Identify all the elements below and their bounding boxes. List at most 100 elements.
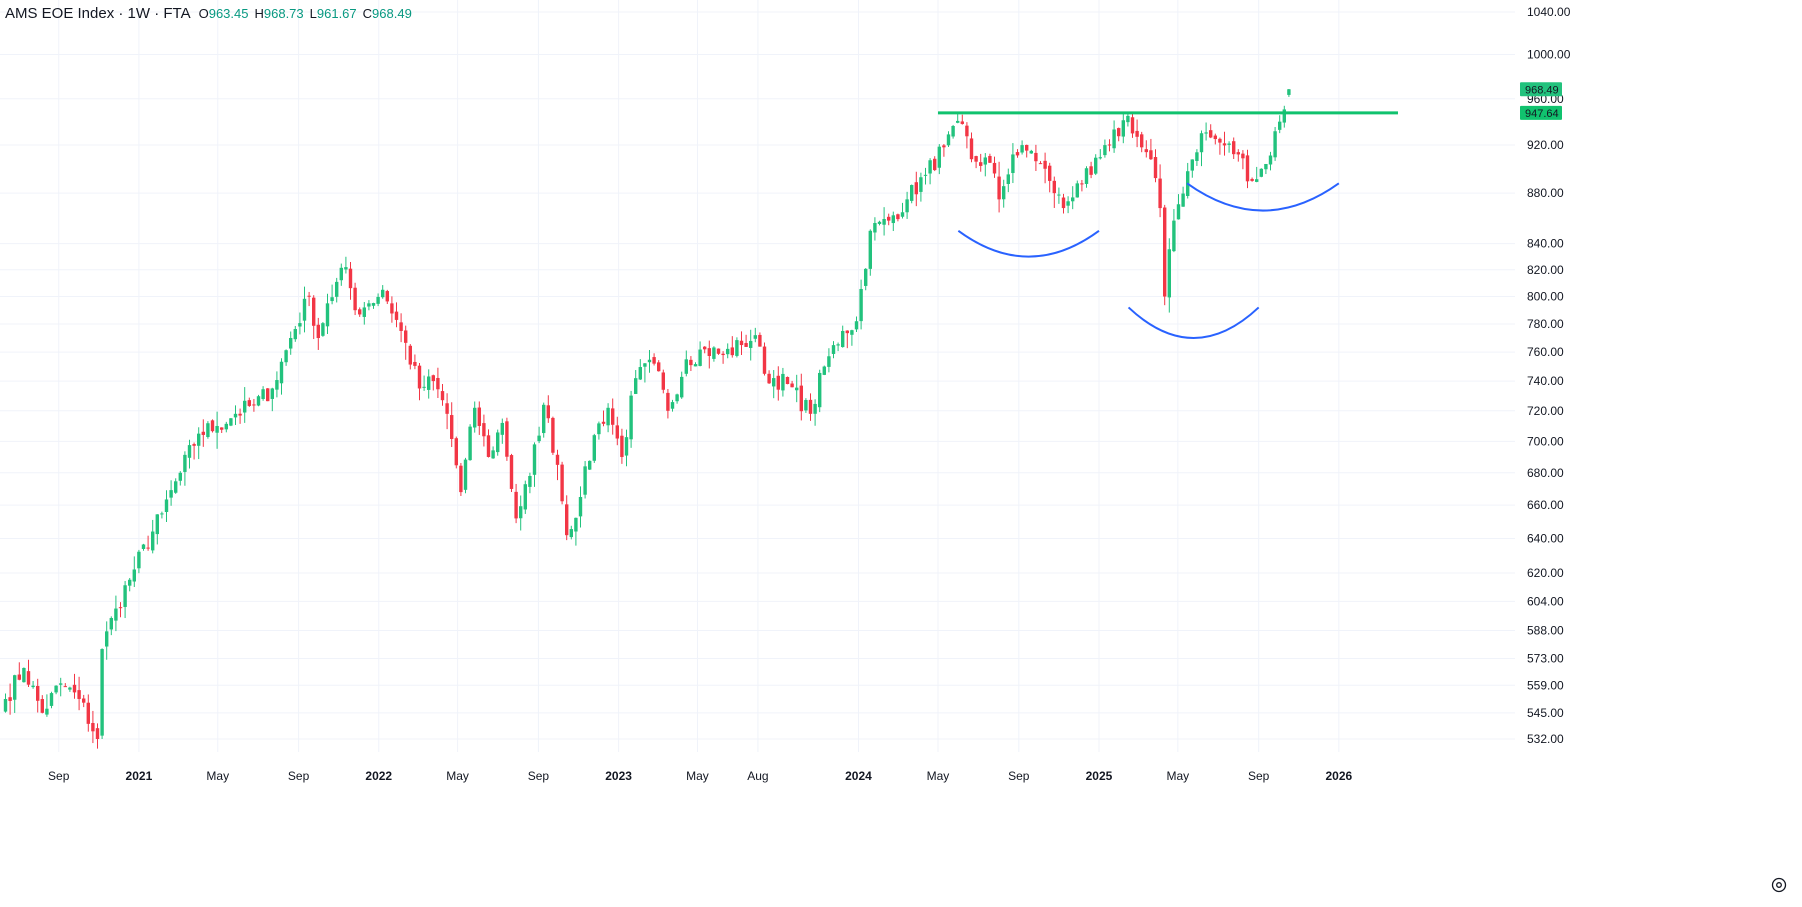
candle [390, 296, 394, 323]
candle [611, 398, 615, 435]
candle-body [703, 346, 707, 350]
candle-body [1135, 130, 1139, 137]
candle-body [762, 346, 767, 374]
candle-body [164, 499, 169, 513]
candle-body [358, 309, 362, 315]
y-tick-label: 545.00 [1527, 706, 1564, 720]
candle [1227, 141, 1231, 153]
candle-body [348, 268, 353, 289]
price-axis[interactable]: 1040.001000.00960.00920.00880.00840.0082… [1527, 5, 1571, 746]
candle-body [59, 683, 63, 685]
candle-body [321, 323, 325, 336]
candle [1011, 143, 1015, 184]
candle [652, 353, 656, 366]
candle [413, 354, 417, 370]
price-badge: 968.49 [1520, 82, 1562, 97]
price-badge: 947.64 [1520, 105, 1562, 120]
candle-body [206, 423, 210, 437]
x-tick-label: 2026 [1325, 769, 1352, 783]
candle-body [1075, 183, 1079, 198]
candle [17, 662, 21, 681]
candle-body [675, 394, 679, 402]
candle [1084, 166, 1089, 188]
candle [1025, 144, 1029, 158]
candle-body [698, 349, 702, 366]
candle-body [749, 340, 753, 348]
candle-body [68, 687, 72, 690]
candle [164, 490, 169, 523]
candle [767, 370, 771, 384]
candle-body [910, 185, 914, 201]
arc-3 [1186, 182, 1340, 212]
candle-body [859, 288, 863, 322]
candle-body [666, 392, 670, 411]
candle [155, 514, 159, 545]
candle-body [1130, 117, 1135, 134]
candle-body [1268, 155, 1273, 165]
candle-body [63, 686, 67, 688]
candle [551, 416, 555, 455]
candle-body [233, 413, 238, 418]
candle-body [606, 407, 610, 426]
candle-body [238, 413, 242, 416]
candle-body [877, 221, 882, 224]
candle [592, 433, 596, 463]
candle [348, 262, 353, 300]
candle-body [266, 388, 270, 402]
candle-body [831, 345, 836, 354]
x-tick-label: 2025 [1086, 769, 1113, 783]
candle-body [1149, 150, 1153, 160]
candle [1209, 124, 1213, 139]
candle-body [1236, 152, 1240, 155]
candle [951, 124, 955, 139]
time-axis[interactable]: Sep 2021 May Sep 2022 May Sep 2023 May Aug 2024 May… [48, 769, 1352, 783]
candle-body [26, 671, 31, 685]
y-tick-label: 740.00 [1527, 374, 1564, 388]
candle-body [716, 348, 721, 354]
candle-body [951, 126, 955, 137]
candle [896, 213, 900, 222]
candle-body [1259, 168, 1263, 177]
candle [845, 330, 849, 349]
x-tick-label: Sep [288, 769, 310, 783]
price-badge-label: 968.49 [1525, 84, 1559, 96]
x-tick-label: Sep [528, 769, 550, 783]
candle-body [468, 426, 472, 461]
y-tick-label: 820.00 [1527, 263, 1564, 277]
y-tick-label: 920.00 [1527, 138, 1564, 152]
candle [1048, 162, 1052, 193]
candle-body [767, 373, 771, 384]
symbol-title[interactable]: AMS EOE Index · 1W · FTA [5, 5, 191, 22]
candle [900, 202, 905, 219]
candle-body [905, 199, 909, 213]
candle-body [900, 212, 905, 217]
candle [891, 211, 895, 232]
candle-body [496, 432, 500, 453]
candle-body [1066, 201, 1070, 206]
candle [666, 388, 670, 419]
candle-body [560, 464, 564, 502]
x-tick-label: May [927, 769, 950, 783]
candle [781, 367, 785, 397]
y-tick-label: 559.00 [1527, 678, 1564, 692]
candle [1259, 168, 1263, 178]
candle [689, 356, 693, 372]
gear-icon[interactable] [1770, 876, 1788, 894]
candle-body [335, 281, 339, 297]
candle [1172, 209, 1176, 253]
candle [960, 114, 964, 125]
candle [914, 171, 918, 207]
candle [72, 673, 77, 699]
candle [1107, 139, 1112, 152]
candle-body [1043, 160, 1047, 169]
candle-body [1232, 141, 1236, 155]
candle [739, 331, 744, 356]
candle [91, 710, 95, 744]
candle [514, 483, 518, 524]
candle-body [413, 361, 417, 366]
candle-body [151, 531, 155, 551]
drawings[interactable] [937, 111, 1398, 339]
candle-body [1025, 144, 1029, 151]
candle-body [841, 330, 845, 348]
